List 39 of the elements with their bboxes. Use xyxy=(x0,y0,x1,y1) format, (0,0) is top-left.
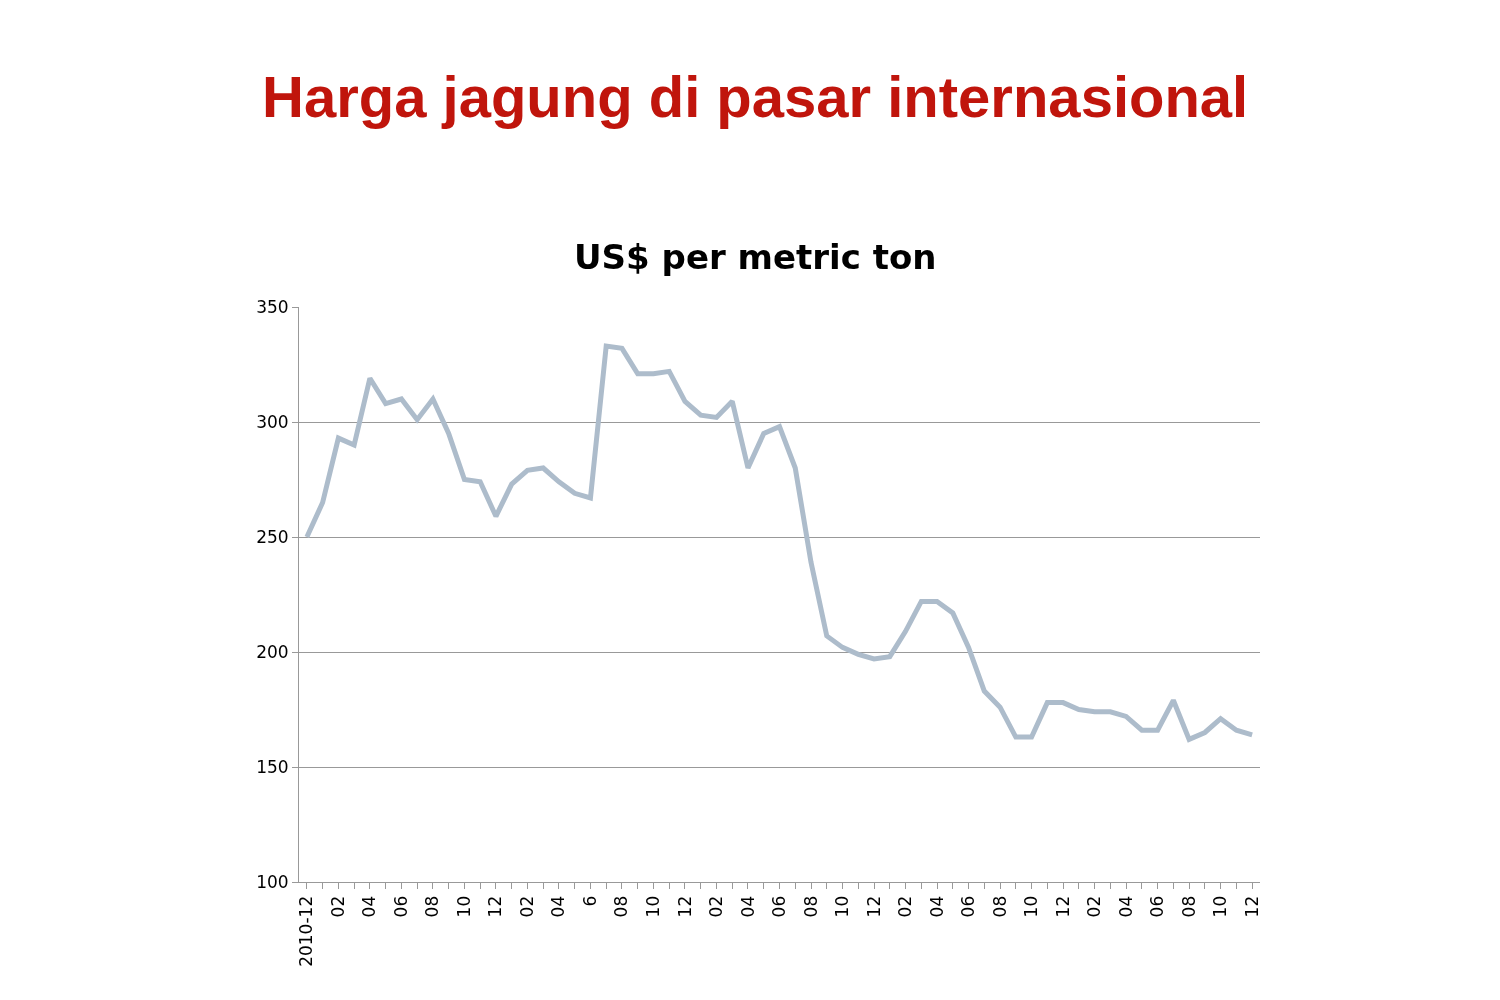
y-tick-label: 300 xyxy=(256,411,289,432)
x-tick-label: 12 xyxy=(485,895,506,918)
x-tick-label: 06 xyxy=(390,895,411,918)
x-tick-label: 04 xyxy=(359,895,380,918)
chart-title: Harga jagung di pasar internasional xyxy=(262,64,1249,129)
x-tick-label: 12 xyxy=(1241,895,1262,918)
y-tick-label: 200 xyxy=(256,641,289,662)
x-tick-label: 02 xyxy=(1084,895,1105,918)
x-tick-label: 02 xyxy=(516,895,537,918)
x-tick-label: 10 xyxy=(1021,895,1042,918)
x-tick-label: 04 xyxy=(548,895,569,918)
y-tick-label: 100 xyxy=(256,871,289,892)
x-tick-label: 08 xyxy=(800,895,821,918)
x-tick-label: 06 xyxy=(1147,895,1168,918)
x-tick-label: 12 xyxy=(674,895,695,918)
y-tick-label: 250 xyxy=(256,526,289,547)
x-tick-label: 10 xyxy=(1210,895,1231,918)
y-tick-label: 350 xyxy=(256,296,289,317)
x-tick-label: 06 xyxy=(769,895,790,918)
x-tick-label: 06 xyxy=(958,895,979,918)
x-tick-label: 6 xyxy=(579,895,600,907)
x-tick-label: 02 xyxy=(327,895,348,918)
x-tick-label: 08 xyxy=(611,895,632,918)
x-tick-label: 08 xyxy=(989,895,1010,918)
chart-subtitle: US$ per metric ton xyxy=(574,237,937,277)
y-tick-label: 150 xyxy=(256,756,289,777)
x-tick-label: 2010-12 xyxy=(296,895,317,967)
x-tick-label: 04 xyxy=(926,895,947,918)
x-tick-label: 02 xyxy=(706,895,727,918)
x-tick-label: 10 xyxy=(832,895,853,918)
x-tick-label: 04 xyxy=(737,895,758,918)
x-tick-label: 08 xyxy=(1178,895,1199,918)
x-tick-label: 10 xyxy=(453,895,474,918)
x-tick-label: 10 xyxy=(642,895,663,918)
x-tick-label: 12 xyxy=(863,895,884,918)
x-tick-label: 02 xyxy=(895,895,916,918)
x-tick-label: 08 xyxy=(422,895,443,918)
x-tick-label: 12 xyxy=(1052,895,1073,918)
x-tick-label: 04 xyxy=(1115,895,1136,918)
